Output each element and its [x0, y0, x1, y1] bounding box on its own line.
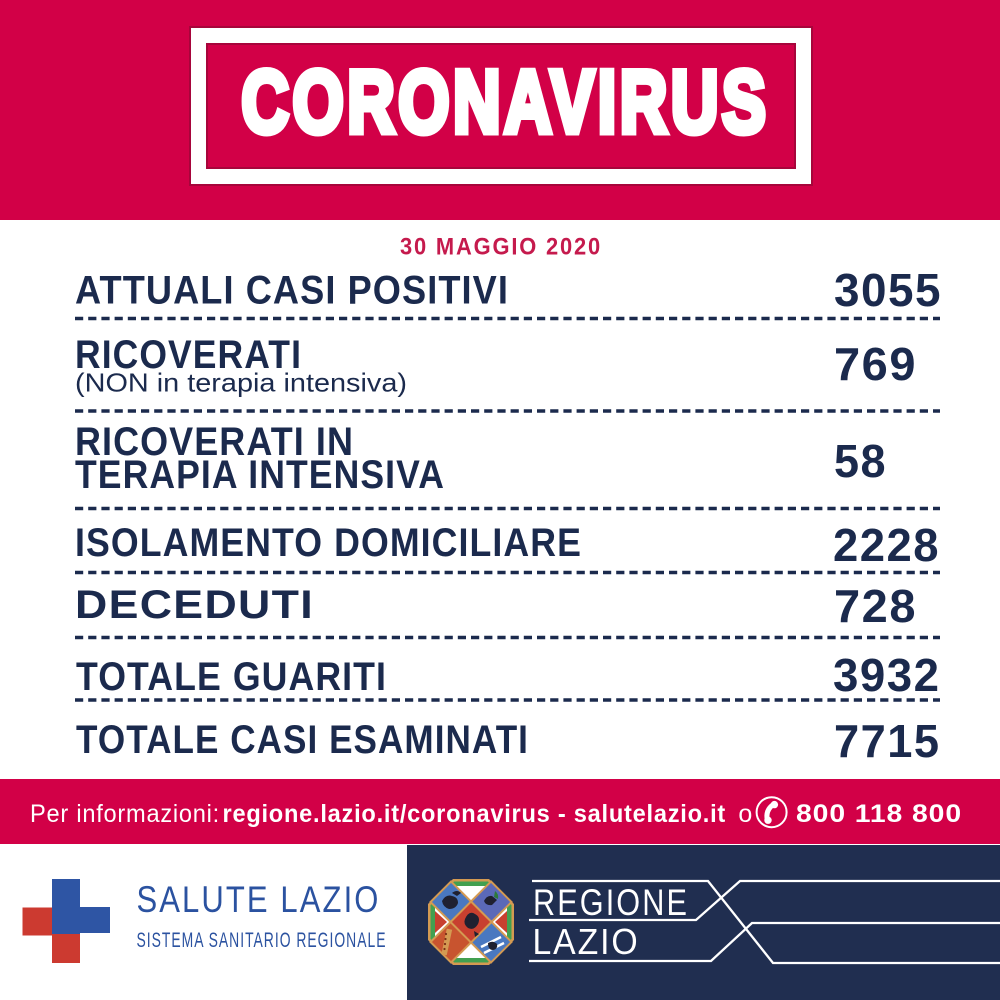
svg-text:CORONAVIRUS: CORONAVIRUS	[242, 52, 770, 151]
svg-text:58: 58	[834, 435, 887, 487]
svg-text:769: 769	[834, 338, 917, 390]
svg-text:3932: 3932	[833, 649, 941, 701]
svg-text:2228: 2228	[833, 519, 940, 571]
svg-text:SALUTE LAZIO: SALUTE LAZIO	[137, 879, 381, 920]
svg-text:regione.lazio.it/coronavirus -: regione.lazio.it/coronavirus - salutelaz…	[223, 800, 727, 828]
svg-text:800 118 800: 800 118 800	[796, 800, 962, 828]
svg-text:30 MAGGIO 2020: 30 MAGGIO 2020	[400, 234, 602, 261]
svg-text:LAZIO: LAZIO	[533, 921, 640, 962]
svg-text:SISTEMA SANITARIO REGIONALE: SISTEMA SANITARIO REGIONALE	[137, 929, 387, 952]
svg-text:TERAPIA INTENSIVA: TERAPIA INTENSIVA	[75, 453, 445, 497]
svg-text:(NON in terapia intensiva): (NON in terapia intensiva)	[75, 368, 407, 398]
svg-text:728: 728	[834, 580, 917, 632]
svg-text:3055: 3055	[834, 264, 942, 316]
svg-text:o: o	[738, 800, 753, 828]
svg-text:ATTUALI CASI POSITIVI: ATTUALI CASI POSITIVI	[75, 269, 509, 313]
svg-text:REGIONE: REGIONE	[533, 882, 689, 923]
svg-text:DECEDUTI: DECEDUTI	[75, 583, 314, 627]
svg-text:7715: 7715	[834, 715, 941, 767]
svg-text:TOTALE CASI ESAMINATI: TOTALE CASI ESAMINATI	[76, 718, 529, 762]
svg-text:RICOVERATI: RICOVERATI	[75, 333, 302, 377]
svg-text:TOTALE GUARITI: TOTALE GUARITI	[76, 655, 387, 699]
svg-text:Per informazioni:: Per informazioni:	[30, 800, 220, 828]
svg-text:RICOVERATI IN: RICOVERATI IN	[75, 420, 354, 464]
svg-text:ISOLAMENTO DOMICILIARE: ISOLAMENTO DOMICILIARE	[75, 521, 582, 565]
